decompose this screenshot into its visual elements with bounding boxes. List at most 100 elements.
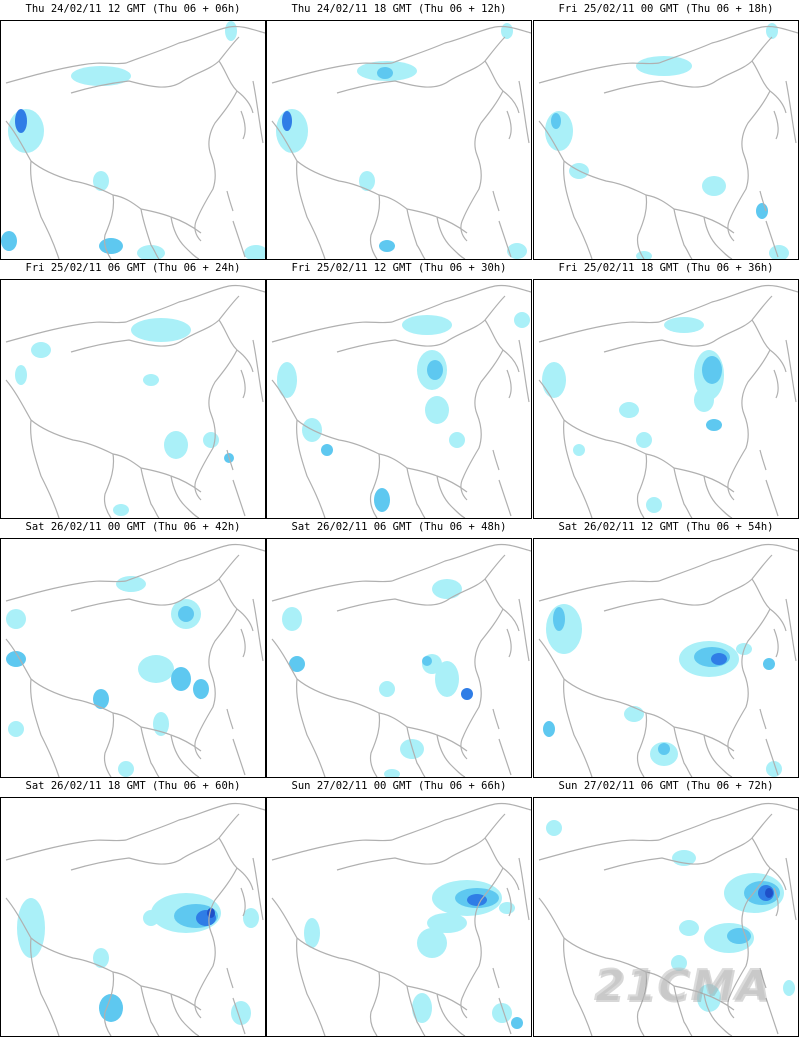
precipitation-area	[289, 656, 305, 672]
border-line	[436, 475, 466, 518]
border-line	[703, 734, 733, 777]
border-line	[765, 220, 779, 258]
precipitation-area	[507, 243, 527, 259]
map-canvas	[271, 802, 531, 1036]
precipitation-area	[511, 1017, 523, 1029]
precipitation-layer	[15, 318, 234, 516]
border-line	[603, 554, 773, 612]
border-line	[252, 80, 264, 144]
map-canvas	[5, 284, 265, 518]
border-line	[673, 985, 693, 1036]
border-line	[518, 857, 530, 921]
border-line	[406, 726, 426, 777]
precipitation-area	[702, 176, 726, 196]
border-line	[218, 60, 254, 114]
country-borders	[5, 284, 265, 518]
border-line	[703, 475, 733, 518]
precipitation-area	[664, 317, 704, 333]
border-line	[765, 997, 779, 1035]
map-canvas	[538, 543, 798, 777]
border-line	[773, 628, 779, 658]
border-line	[563, 419, 593, 518]
border-line	[436, 993, 466, 1036]
precipitation-area	[164, 431, 188, 459]
precipitation-area	[543, 721, 555, 737]
precipitation-area	[203, 432, 219, 448]
border-line	[506, 887, 512, 917]
border-line	[140, 985, 160, 1036]
border-line	[484, 578, 520, 632]
border-line	[194, 90, 238, 242]
precipitation-area	[706, 419, 722, 431]
panel-title: Fri 25/02/11 12 GMT (Thu 06 + 30h)	[291, 262, 507, 274]
precipitation-area	[461, 688, 473, 700]
border-line	[140, 726, 160, 777]
border-line	[765, 738, 779, 776]
precipitation-area	[514, 312, 530, 328]
border-line	[194, 867, 238, 1019]
country-borders	[538, 284, 798, 518]
precipitation-area	[31, 342, 51, 358]
precipitation-area	[766, 761, 782, 777]
precipitation-area	[449, 432, 465, 448]
country-borders	[271, 284, 531, 518]
precipitation-area	[492, 1003, 512, 1023]
border-line	[727, 349, 771, 501]
precipitation-area	[15, 109, 27, 133]
border-line	[226, 967, 234, 989]
border-line	[498, 220, 512, 258]
precipitation-area	[113, 504, 129, 516]
precipitation-area	[143, 374, 159, 386]
country-borders	[538, 802, 798, 1036]
border-line	[336, 36, 506, 94]
border-line	[751, 578, 787, 632]
border-line	[271, 543, 531, 602]
border-line	[538, 284, 798, 343]
precipitation-area	[546, 604, 582, 654]
border-line	[506, 369, 512, 399]
precipitation-area	[99, 994, 123, 1022]
country-borders	[271, 543, 531, 777]
border-line	[406, 467, 426, 518]
precipitation-map	[266, 279, 532, 519]
precipitation-area	[551, 113, 561, 129]
border-line	[563, 160, 593, 259]
precipitation-area	[131, 318, 191, 342]
precipitation-area	[573, 444, 585, 456]
precipitation-layer	[543, 604, 782, 777]
border-line	[703, 993, 733, 1036]
precipitation-map	[266, 797, 532, 1037]
panel-title: Fri 25/02/11 06 GMT (Thu 06 + 24h)	[25, 262, 241, 274]
border-line	[603, 36, 773, 94]
precipitation-area	[694, 388, 714, 412]
border-line	[5, 25, 265, 84]
precipitation-area	[6, 609, 26, 629]
border-line	[30, 419, 60, 518]
border-line	[460, 608, 504, 760]
border-line	[5, 802, 265, 861]
border-line	[673, 726, 693, 777]
border-line	[240, 887, 246, 917]
border-line	[252, 598, 264, 662]
precipitation-area	[402, 315, 452, 335]
country-borders	[5, 802, 265, 1036]
border-line	[460, 349, 504, 501]
precipitation-area	[553, 607, 565, 631]
border-line	[460, 90, 504, 242]
border-line	[240, 110, 246, 140]
map-canvas	[1, 21, 265, 259]
panel-title: Sat 26/02/11 00 GMT (Thu 06 + 42h)	[25, 521, 241, 533]
border-line	[636, 971, 648, 1036]
precipitation-area	[756, 203, 768, 219]
border-line	[232, 479, 246, 517]
border-line	[673, 208, 693, 259]
border-line	[232, 220, 246, 258]
border-line	[785, 80, 797, 144]
precipitation-area	[118, 761, 134, 777]
map-canvas	[271, 23, 531, 259]
precipitation-area	[171, 667, 191, 691]
panel-title: Sun 27/02/11 06 GMT (Thu 06 + 72h)	[558, 780, 774, 792]
precipitation-area	[321, 444, 333, 456]
border-line	[498, 738, 512, 776]
border-line	[518, 339, 530, 403]
